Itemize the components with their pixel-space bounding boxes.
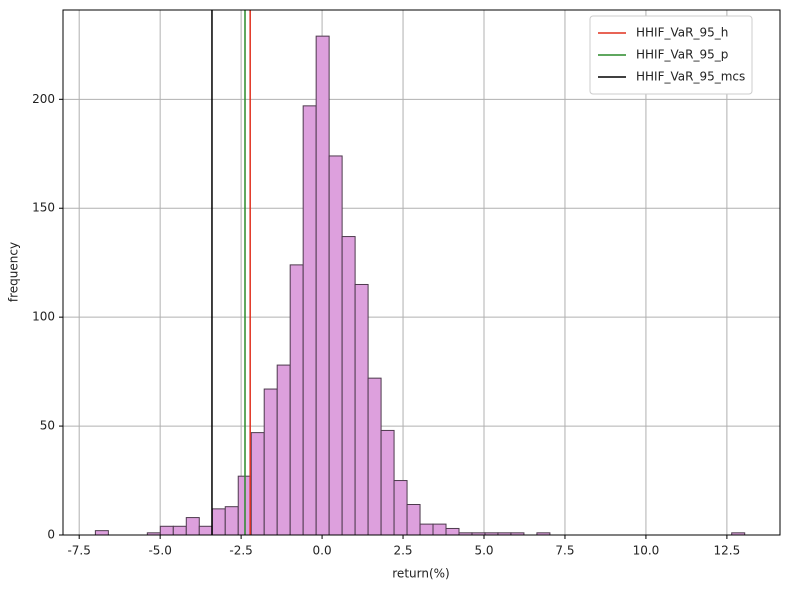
y-tick-label: 0 [47, 528, 55, 542]
bar [172, 525, 187, 536]
plot-frame [62, 9, 781, 536]
x-tick-label: 5.0 [474, 544, 493, 558]
bar [211, 508, 226, 536]
bar [393, 480, 408, 536]
bar [367, 377, 382, 536]
x-tick-label: 0.0 [313, 544, 332, 558]
bar [94, 530, 109, 536]
y-tick-label: 100 [32, 310, 55, 324]
y-tick-label: 200 [32, 92, 55, 106]
x-tick-label: 10.0 [633, 544, 660, 558]
bar [315, 35, 330, 536]
bar [198, 525, 213, 536]
bar [380, 429, 395, 536]
x-tick-label: -2.5 [229, 544, 252, 558]
legend-label: HHIF_VaR_95_p [636, 48, 728, 62]
legend-label: HHIF_VaR_95_mcs [636, 70, 745, 84]
bar [354, 283, 369, 536]
bar [289, 264, 304, 536]
bar [432, 523, 447, 536]
y-tick-label: 50 [40, 419, 55, 433]
bar [263, 388, 278, 536]
bar [159, 525, 174, 536]
bar [250, 432, 265, 536]
bar [341, 236, 356, 536]
x-tick-label: -7.5 [67, 544, 90, 558]
bar [445, 527, 460, 536]
bar [328, 155, 343, 536]
x-axis-label: return(%) [392, 567, 449, 581]
bar [224, 506, 239, 536]
bar [276, 364, 291, 536]
bar [185, 517, 200, 536]
x-tick-label: -5.0 [148, 544, 171, 558]
bar [302, 105, 317, 536]
y-axis-label: frequency [7, 242, 21, 302]
y-tick-label: 150 [32, 201, 55, 215]
x-tick-label: 2.5 [393, 544, 412, 558]
legend-label: HHIF_VaR_95_h [636, 26, 728, 40]
x-tick-label: 7.5 [555, 544, 574, 558]
legend-box [589, 15, 753, 95]
bar [406, 504, 421, 536]
x-tick-label: 12.5 [714, 544, 741, 558]
bar [419, 523, 434, 536]
